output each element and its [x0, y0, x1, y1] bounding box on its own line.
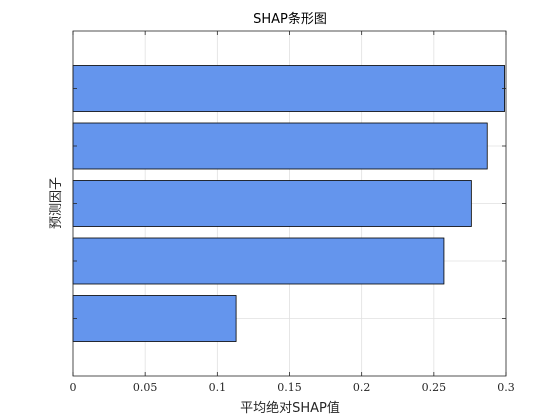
chart-title: SHAP条形图 — [253, 11, 327, 27]
bar — [72, 65, 505, 112]
x-tick-label: 0.2 — [353, 381, 371, 394]
x-tick-label: 0.3 — [497, 381, 515, 394]
bar — [72, 180, 472, 227]
x-axis-title: 平均绝对SHAP值 — [240, 400, 340, 416]
x-tick-label: 0.05 — [133, 381, 158, 394]
x-tick-label: 0.25 — [422, 381, 447, 394]
bar — [72, 295, 237, 342]
x-ticks: 0 0.05 0.1 0.15 0.2 0.25 0.3 — [70, 31, 515, 394]
x-tick-label: 0 — [70, 381, 77, 394]
bar — [72, 237, 445, 285]
bar — [72, 122, 488, 170]
bars — [72, 65, 505, 342]
y-ticks — [73, 88, 506, 319]
x-tick-label: 0.1 — [209, 381, 227, 394]
y-axis-title: 预测因子 — [49, 177, 64, 229]
x-tick-label: 0.15 — [277, 381, 302, 394]
